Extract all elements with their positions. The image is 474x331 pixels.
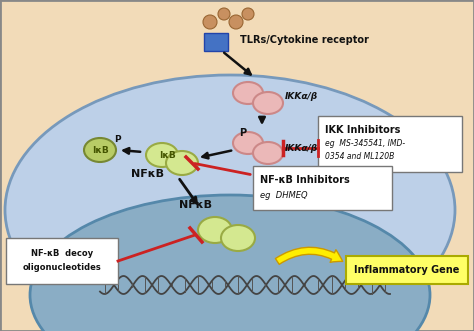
Circle shape xyxy=(218,8,230,20)
FancyBboxPatch shape xyxy=(318,116,462,172)
Text: IKKα/β: IKKα/β xyxy=(285,144,318,153)
Text: IκB: IκB xyxy=(91,146,109,155)
Text: NFκB: NFκB xyxy=(131,169,164,179)
Ellipse shape xyxy=(30,195,430,331)
Text: NFκB: NFκB xyxy=(179,200,211,210)
Ellipse shape xyxy=(233,82,263,104)
Ellipse shape xyxy=(221,225,255,251)
FancyBboxPatch shape xyxy=(204,33,228,51)
Ellipse shape xyxy=(198,217,232,243)
Ellipse shape xyxy=(253,92,283,114)
FancyArrowPatch shape xyxy=(275,247,343,264)
FancyBboxPatch shape xyxy=(253,166,392,210)
Ellipse shape xyxy=(233,132,263,154)
Ellipse shape xyxy=(146,143,178,167)
Text: IKKα/β: IKKα/β xyxy=(285,91,318,101)
Text: IKK Inhibitors: IKK Inhibitors xyxy=(325,125,401,135)
Text: P: P xyxy=(239,128,246,138)
Text: 0354 and ML120B: 0354 and ML120B xyxy=(325,152,394,161)
Text: NF-κB  decoy: NF-κB decoy xyxy=(31,250,93,259)
Circle shape xyxy=(242,8,254,20)
Text: P: P xyxy=(114,134,120,144)
Ellipse shape xyxy=(5,75,455,331)
Ellipse shape xyxy=(253,142,283,164)
Text: IκB: IκB xyxy=(160,151,176,160)
Text: NF-κB Inhibitors: NF-κB Inhibitors xyxy=(260,175,350,185)
FancyBboxPatch shape xyxy=(346,256,468,284)
Circle shape xyxy=(203,15,217,29)
Ellipse shape xyxy=(166,151,198,175)
FancyBboxPatch shape xyxy=(6,238,118,284)
Text: oligonucleotides: oligonucleotides xyxy=(23,263,101,272)
Text: Inflammatory Gene: Inflammatory Gene xyxy=(354,265,460,275)
Text: eg  DHMEQ: eg DHMEQ xyxy=(260,192,308,201)
Text: eg  MS-345541, IMD-: eg MS-345541, IMD- xyxy=(325,138,405,148)
Text: TLRs/Cytokine receptor: TLRs/Cytokine receptor xyxy=(240,35,369,45)
Ellipse shape xyxy=(84,138,116,162)
Circle shape xyxy=(229,15,243,29)
